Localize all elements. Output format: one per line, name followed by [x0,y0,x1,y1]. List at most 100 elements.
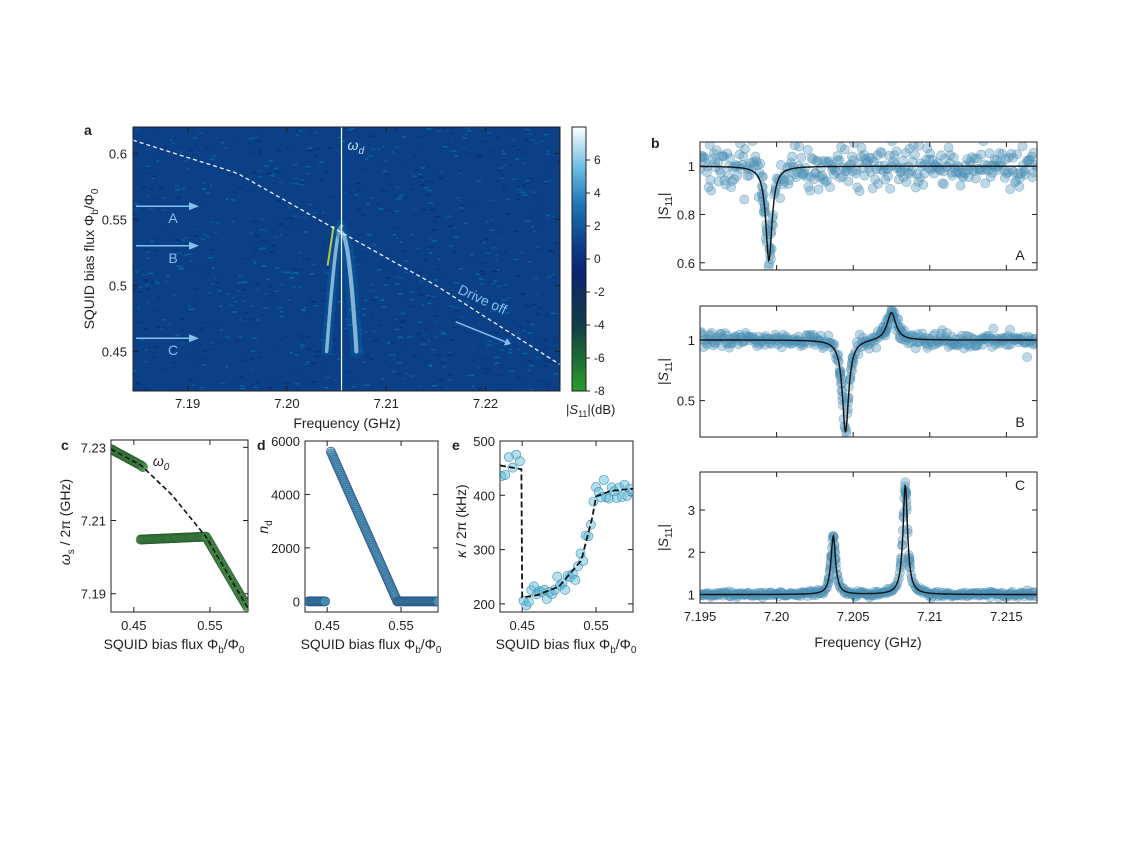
noise-speckle [495,254,500,256]
noise-speckle [158,151,162,154]
noise-speckle [387,343,391,345]
noise-speckle [489,229,495,231]
data-point [802,144,813,155]
x-tick-label: 0.45 [510,618,535,633]
noise-speckle [198,132,203,134]
noise-speckle [403,287,406,289]
noise-speckle [469,374,475,376]
data-points [305,446,438,607]
data-point [810,168,821,179]
noise-speckle [287,268,290,271]
noise-speckle [214,277,216,279]
noise-speckle [426,165,431,168]
noise-speckle [515,335,521,338]
noise-speckle [298,257,301,260]
noise-speckle [479,270,486,273]
noise-speckle [271,244,276,247]
noise-speckle [187,149,193,152]
noise-speckle [187,147,194,150]
noise-speckle [296,272,300,275]
noise-speckle [291,285,296,288]
noise-speckle [485,372,488,374]
noise-speckle [477,366,481,369]
data-point [503,452,514,463]
noise-speckle [347,250,353,253]
data-point [1017,142,1028,152]
data-point [873,178,883,189]
noise-speckle [478,313,482,315]
noise-speckle [147,172,153,175]
noise-speckle [195,228,200,231]
noise-speckle [231,220,235,223]
noise-speckle [503,164,508,167]
noise-speckle [542,182,548,184]
y-tick-label: 500 [473,434,495,449]
noise-speckle [344,300,350,302]
noise-speckle [237,290,242,292]
noise-speckle [542,365,548,368]
noise-speckle [155,127,161,129]
noise-speckle [305,361,311,363]
y-tick-label: 7.19 [81,587,106,602]
noise-speckle [212,266,215,269]
noise-speckle [386,277,391,279]
noise-speckle [362,361,366,363]
noise-speckle [313,304,319,307]
noise-speckle [257,389,260,391]
noise-speckle [512,178,518,181]
noise-speckle [524,220,531,222]
noise-speckle [379,299,385,302]
noise-speckle [186,167,189,170]
noise-speckle [203,234,207,236]
noise-speckle [179,151,183,153]
noise-speckle [237,367,240,370]
noise-speckle [427,247,430,250]
noise-speckle [246,151,253,153]
noise-speckle [432,385,438,387]
data-point [740,144,750,154]
noise-speckle [258,287,261,290]
noise-speckle [388,255,393,257]
noise-speckle [365,331,368,333]
noise-speckle [294,367,298,370]
noise-speckle [145,165,150,167]
noise-speckle [394,328,400,331]
noise-speckle [337,271,340,274]
noise-speckle [438,379,443,381]
noise-speckle [528,177,535,180]
noise-speckle [214,231,218,234]
noise-speckle [231,296,235,299]
noise-speckle [209,158,215,161]
noise-speckle [453,326,459,328]
data-point [891,146,902,157]
data-point [856,142,867,153]
noise-speckle [426,128,432,130]
plot-frame [110,439,249,613]
data-point [801,171,812,182]
y-tick-label: 6000 [271,434,300,449]
noise-speckle [480,273,486,275]
panel-e-letter: e [452,437,460,453]
noise-speckle [272,181,277,184]
noise-speckle [517,149,521,151]
noise-speckle [257,176,262,178]
noise-speckle [537,379,542,382]
noise-speckle [361,332,364,334]
x-tick-label: 0.55 [197,618,222,633]
noise-speckle [174,184,180,187]
noise-speckle [308,203,313,206]
panel-b: b 0.6 0.8 1 A |S11| 0.5 1 B |S11| 1 2 3 7.195 7.20 7… [651,135,1038,650]
marker-arrow-head [189,334,199,343]
noise-speckle [138,291,143,293]
noise-speckle [527,332,533,334]
noise-speckle [448,225,454,228]
noise-speckle [145,348,148,351]
noise-speckle [483,238,488,240]
noise-speckle [133,203,138,205]
noise-speckle [536,382,539,385]
noise-speckle [192,137,198,139]
data-point [1008,152,1018,163]
noise-speckle [220,382,226,385]
noise-speckle [253,249,258,251]
